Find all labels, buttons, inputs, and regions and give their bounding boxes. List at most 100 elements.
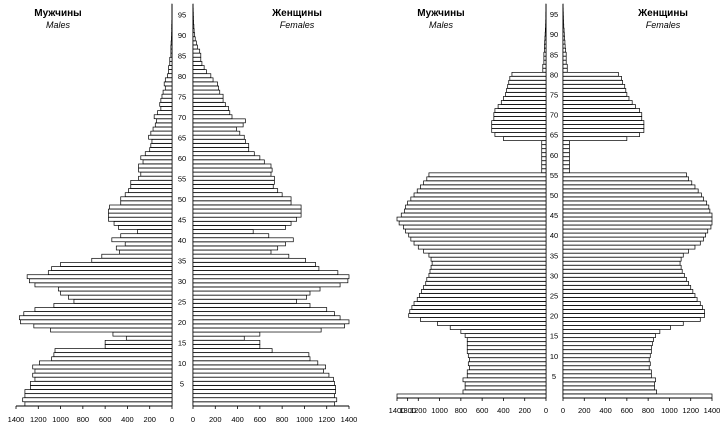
female-bar [193,189,278,193]
female-bar [563,141,569,145]
female-bar [193,230,253,234]
female-bar [563,374,651,378]
female-bar [563,92,627,96]
male-x-tick-label: 1200 [30,415,47,424]
male-bar [170,57,172,61]
age-tick-label: 75 [178,92,186,101]
female-bar [193,131,240,135]
age-tick-label: 35 [178,256,186,265]
male-bar [417,189,546,193]
female-bar [563,378,656,382]
female-bar [563,257,681,261]
male-bar [105,344,172,348]
female-bar [563,237,703,241]
female-bar [193,246,278,250]
male-bar [35,377,172,381]
male-bar [121,201,172,205]
female-bar [193,160,264,164]
male-bar [150,148,172,152]
age-tick-label: 40 [550,231,558,240]
age-tick-label: 15 [178,338,186,347]
female-bar [563,105,635,109]
male-bar [542,165,546,169]
male-bar [24,312,172,316]
female-bar [193,377,333,381]
female-bar [193,57,201,61]
female-bar [563,121,644,125]
male-bar [54,353,172,357]
female-bar [563,109,640,113]
female-bar [563,269,682,273]
female-bar [193,107,229,111]
male-bar [158,111,172,115]
male-bar [52,357,172,361]
female-bar [193,349,272,353]
male-bar [424,181,546,185]
male-bar [170,61,172,65]
female-bar [193,258,306,262]
male-bar [153,127,172,131]
female-bar [563,354,650,358]
male-bar [54,303,172,307]
male-bar [510,76,546,80]
female-bar [563,350,651,354]
male-bar [139,164,172,168]
female-x-tick-label: 400 [599,406,612,415]
male-bar [171,53,172,57]
female-bar [563,306,702,310]
female-bar [193,168,272,172]
age-tick-label: 50 [178,195,186,204]
female-bar [193,164,271,168]
male-bar [30,385,172,389]
male-x-tick-label: 1200 [410,406,427,415]
female-bar [563,310,705,314]
male-bar [404,209,546,213]
male-bar [409,314,546,318]
female-bar [193,365,326,369]
female-bar [563,362,650,366]
female-bar [193,238,293,242]
female-bar [563,153,569,157]
male-x-tick-label: 200 [143,415,156,424]
age-tick-label: 45 [178,215,186,224]
female-bar [193,287,320,291]
male-bar [468,354,546,358]
male-bar [34,324,172,328]
age-tick-label: 95 [550,10,558,19]
female-bar [563,72,618,76]
male-bar [169,70,172,74]
male-bar [410,310,546,314]
age-tick-label: 20 [550,312,558,321]
male-bar [431,257,546,261]
male-bar [465,382,546,386]
age-tick-label: 30 [550,271,558,280]
male-bar [108,217,172,221]
male-bar [25,402,172,406]
female-bar [193,90,220,94]
female-bar [193,332,260,336]
female-x-tick-label: 200 [209,415,222,424]
male-bar [467,350,546,354]
male-bar [503,96,546,100]
female-bar [563,157,569,161]
female-bar [563,277,686,281]
male-x-tick-label: 200 [518,406,531,415]
female-bar [563,149,569,153]
female-bar [193,41,196,45]
age-tick-label: 65 [178,133,186,142]
male-bar [164,82,172,86]
female-bar [563,297,697,301]
male-x-tick-label: 400 [497,406,510,415]
male-bar [408,201,546,205]
female-bar [563,281,689,285]
pyramid-panel-1: Мужчины Males Женщины Females 5101520253… [8,4,358,424]
male-bar [542,149,546,153]
male-bar [542,169,546,173]
male-bar [508,84,546,88]
male-bar [61,291,172,295]
male-bar [143,160,172,164]
male-x-tick-label: 1400 [8,415,25,424]
female-x-tick-label: 800 [642,406,655,415]
male-bar [121,234,172,238]
female-title-en: Females [646,20,681,30]
